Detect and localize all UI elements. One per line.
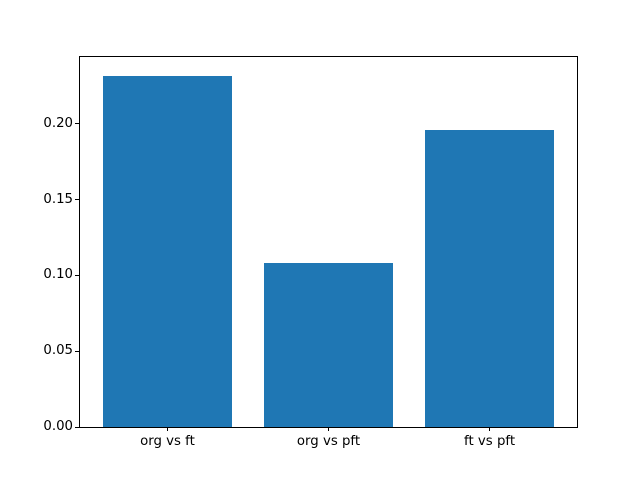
bar-org-vs-pft	[264, 263, 393, 427]
y-tick-mark	[75, 123, 79, 125]
bar-ft-vs-pft	[425, 130, 554, 427]
y-tick-mark	[75, 274, 79, 276]
y-tick-mark	[75, 350, 79, 352]
y-tick-mark	[75, 199, 79, 201]
y-tick-label: 0.10	[43, 267, 73, 283]
y-tick-label: 0.15	[43, 191, 73, 207]
x-tick-mark	[328, 427, 329, 431]
x-tick-mark	[489, 427, 491, 431]
axes: 0.00 0.05 0.10 0.15 0.20 org vs ft org vs pft…	[43, 56, 578, 449]
x-tick-label: ft vs pft	[464, 434, 516, 449]
y-tick-label: 0.05	[43, 343, 73, 359]
y-tick-label: 0.00	[43, 419, 73, 434]
x-tick-label: org vs pft	[296, 434, 361, 449]
bar-org-vs-ft	[103, 75, 232, 427]
y-tick-mark	[75, 426, 79, 428]
x-tick-label: org vs ft	[140, 434, 195, 449]
y-tick-label: 0.20	[43, 115, 73, 131]
x-tick-mark	[166, 427, 168, 431]
